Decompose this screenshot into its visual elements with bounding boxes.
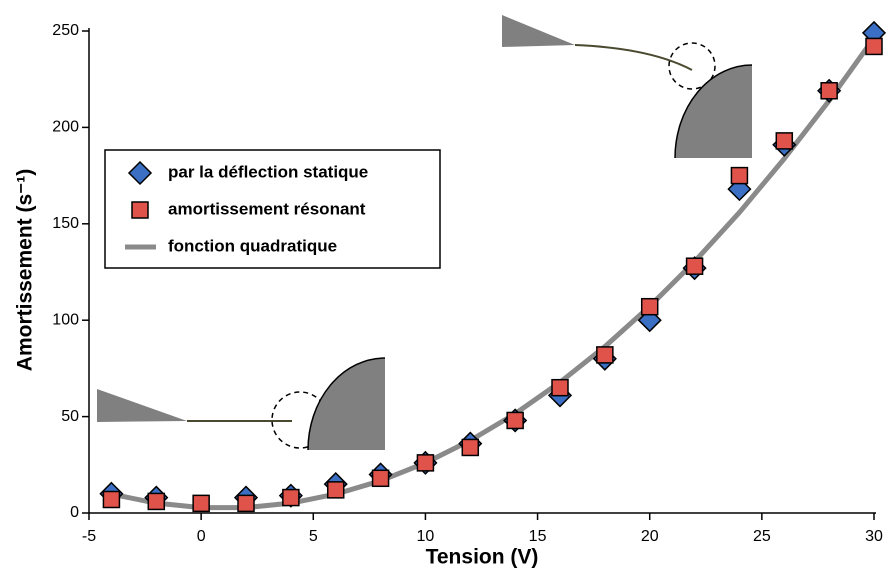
y-axis-label: Amortissement (s⁻¹)	[14, 169, 37, 371]
fit-line	[110, 36, 877, 511]
x-tick-label: 30	[865, 528, 883, 545]
legend-label: par la déflection statique	[168, 162, 368, 181]
square-marker	[506, 411, 524, 430]
x-tick-label: 5	[309, 528, 318, 545]
y-tick-label: 50	[61, 408, 79, 425]
legend-label: fonction quadratique	[168, 236, 337, 255]
y-tick-label: 0	[70, 504, 79, 521]
legend	[104, 149, 441, 269]
legend-label: amortissement résonant	[168, 199, 366, 218]
square-marker	[282, 488, 300, 507]
x-axis-label: Tension (V)	[426, 546, 539, 569]
square-marker	[865, 37, 883, 56]
square-marker	[730, 166, 749, 185]
y-tick-label: 150	[52, 215, 79, 232]
x-tick-label: -5	[82, 528, 96, 545]
x-tick-label: 15	[529, 528, 547, 545]
y-tick-label: 200	[52, 119, 79, 136]
legend-marker	[131, 201, 149, 219]
square-marker	[685, 257, 704, 275]
illustration	[97, 15, 753, 451]
square-marker	[192, 494, 210, 513]
square-marker	[640, 297, 659, 316]
square-marker	[371, 469, 390, 488]
square-marker	[596, 346, 614, 364]
square-marker	[775, 132, 794, 150]
y-tick-label: 100	[52, 311, 79, 328]
x-tick-label: 10	[417, 528, 435, 545]
square-marker	[551, 378, 569, 397]
x-tick-label: 25	[753, 528, 771, 545]
x-tick-label: 0	[197, 528, 206, 545]
square-marker	[147, 492, 166, 511]
square-marker	[326, 481, 345, 499]
square-marker	[820, 82, 838, 100]
x-tick-label: 20	[641, 528, 659, 545]
square-marker	[461, 438, 480, 457]
legend-marker	[127, 160, 153, 186]
y-tick-label: 250	[52, 22, 79, 39]
square-marker	[416, 454, 435, 472]
square-marker	[237, 494, 255, 513]
square-marker	[102, 490, 121, 509]
